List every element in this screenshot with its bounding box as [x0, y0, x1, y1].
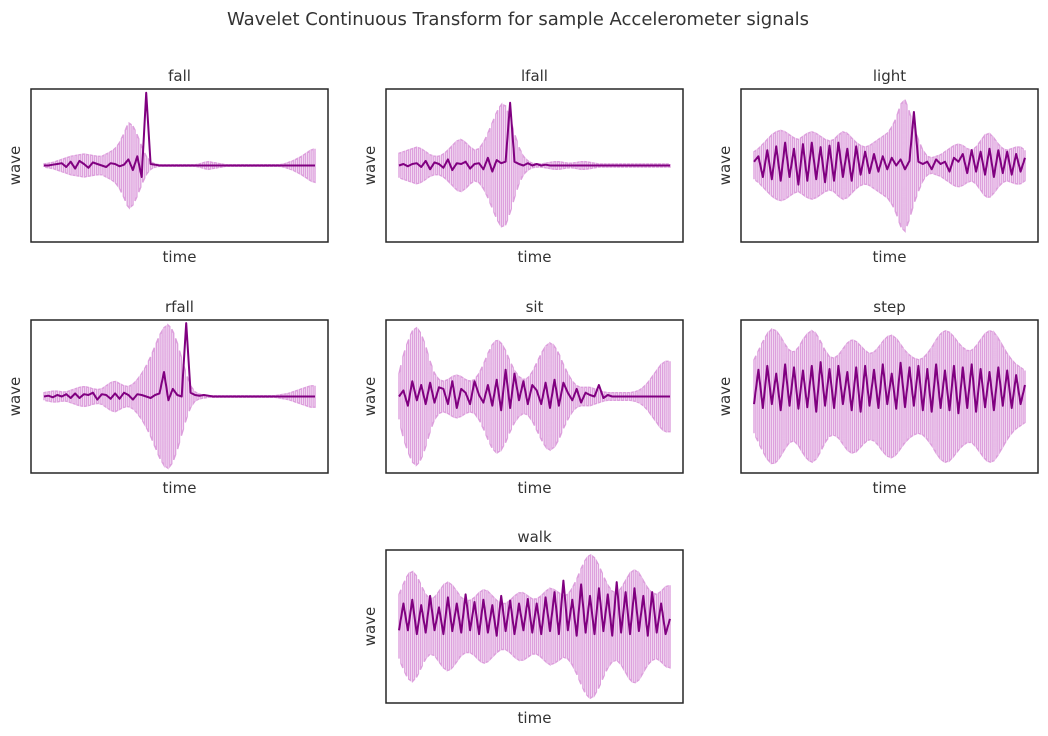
subplot-step: step time wave [716, 298, 1039, 497]
axes-frame [740, 319, 1039, 474]
signal-line-lfall [398, 101, 670, 173]
signal-line-sit [398, 368, 670, 412]
y-axis-label: wave [361, 377, 379, 417]
x-axis-label: time [163, 479, 197, 497]
subplot-title: fall [168, 67, 191, 85]
subplot-title: rfall [165, 298, 194, 316]
axes-frame [385, 319, 684, 474]
y-axis-label: wave [716, 377, 734, 417]
y-axis-label: wave [6, 377, 24, 417]
envelope-line-step [753, 327, 1026, 465]
signal-line-rfall [43, 322, 315, 402]
subplot-fall: fall time wave [6, 67, 329, 266]
y-axis-label: wave [6, 146, 24, 186]
axes-frame [30, 319, 329, 474]
subplot-title: walk [517, 528, 552, 546]
signal-line-light [753, 111, 1026, 186]
signal-line-step [753, 361, 1026, 415]
x-axis-label: time [873, 248, 907, 266]
subplot-lfall: lfall time wave [361, 67, 684, 266]
subplot-title: lfall [521, 67, 548, 85]
x-axis-label: time [163, 248, 197, 266]
subplot-sit: sit time wave [361, 298, 684, 497]
subplot-title: light [873, 67, 906, 85]
axes-frame [385, 88, 684, 243]
x-axis-label: time [518, 479, 552, 497]
x-axis-label: time [518, 248, 552, 266]
axes-frame [740, 88, 1039, 243]
subplot-title: sit [526, 298, 544, 316]
figure-title: Wavelet Continuous Transform for sample … [227, 9, 809, 30]
axes-frame [385, 549, 684, 704]
axes-frame [30, 88, 329, 243]
x-axis-label: time [518, 709, 552, 727]
x-axis-label: time [873, 479, 907, 497]
subplot-title: step [873, 298, 905, 316]
subplot-light: light time wave [716, 67, 1039, 266]
y-axis-label: wave [361, 607, 379, 647]
envelope-line-sit [398, 326, 671, 467]
signal-line-walk [398, 579, 671, 637]
y-axis-label: wave [361, 146, 379, 186]
subplot-rfall: rfall time wave [6, 298, 329, 497]
signal-line-fall [44, 91, 315, 178]
subplot-walk: walk time wave [361, 528, 684, 727]
y-axis-label: wave [716, 146, 734, 186]
